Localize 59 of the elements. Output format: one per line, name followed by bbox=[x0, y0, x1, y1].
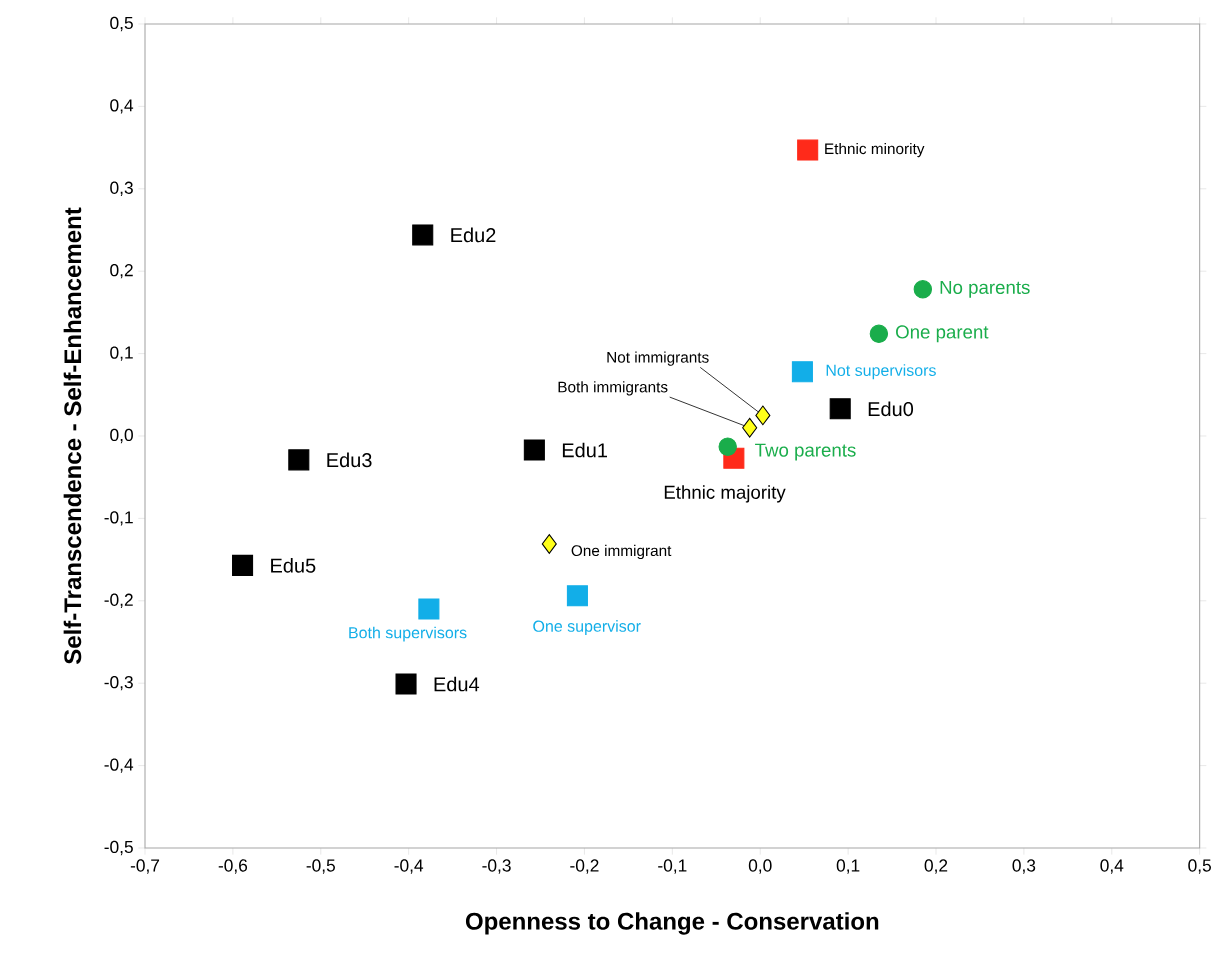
point bbox=[566, 585, 588, 607]
x-tick-label: 0,5 bbox=[1188, 859, 1211, 874]
annotation: Both immigrants bbox=[558, 381, 668, 396]
point bbox=[869, 324, 889, 344]
annotation: One parent bbox=[896, 325, 989, 343]
point bbox=[913, 280, 933, 299]
annotation: Edu4 bbox=[434, 676, 480, 692]
y-tick-label: -0,5 bbox=[104, 840, 133, 856]
annotation: Ethnic minority bbox=[825, 142, 925, 158]
annotation: Edu5 bbox=[271, 558, 316, 573]
y-tick-label: -0,3 bbox=[104, 676, 133, 691]
point bbox=[523, 439, 545, 461]
x-tick-label: 0,1 bbox=[836, 859, 860, 874]
annotation: Edu0 bbox=[868, 401, 914, 417]
x-tick-label: 0,0 bbox=[748, 859, 772, 874]
x-tick-label: -0,5 bbox=[306, 859, 335, 874]
x-tick-label: -0,7 bbox=[130, 859, 160, 874]
y-tick-label: 0,2 bbox=[110, 264, 133, 279]
point bbox=[541, 534, 557, 554]
y-tick-label: -0,4 bbox=[104, 758, 134, 773]
point bbox=[288, 449, 310, 471]
x-tick-label: -0,4 bbox=[394, 859, 424, 874]
x-tick-label: -0,1 bbox=[658, 859, 687, 874]
y-tick-label: 0,3 bbox=[110, 181, 133, 196]
x-tick-label: -0,2 bbox=[570, 859, 599, 874]
point bbox=[829, 398, 851, 420]
y-axis-title: Self-Transcendence - Self-Enhancement bbox=[63, 207, 82, 665]
y-tick-label: 0,4 bbox=[110, 99, 134, 114]
annotation: No parents bbox=[940, 280, 1030, 298]
y-tick-label: 0,0 bbox=[110, 428, 133, 444]
point bbox=[418, 598, 440, 620]
x-tick-label: 0,2 bbox=[924, 859, 948, 874]
annotation: Edu2 bbox=[451, 227, 496, 243]
point bbox=[395, 673, 417, 695]
x-axis-title: Openness to Change - Conservation bbox=[465, 912, 879, 935]
point bbox=[718, 437, 737, 456]
annotation: One immigrant bbox=[571, 544, 672, 560]
point bbox=[232, 554, 254, 576]
y-tick-label: -0,1 bbox=[104, 511, 133, 526]
annotation: One supervisor bbox=[533, 620, 641, 636]
annotation: Not supervisors bbox=[826, 364, 936, 380]
annotation: Both supervisors bbox=[349, 626, 467, 642]
point bbox=[742, 417, 758, 438]
x-tick-label: 0,4 bbox=[1100, 859, 1124, 874]
point bbox=[797, 139, 819, 161]
point bbox=[791, 361, 813, 383]
point bbox=[412, 224, 434, 246]
y-tick-label: -0,2 bbox=[104, 593, 133, 608]
annotation: Two parents bbox=[755, 443, 856, 461]
annotation: Ethnic majority bbox=[664, 485, 786, 503]
annotation: Not immigrants bbox=[607, 351, 709, 366]
x-tick-label: 0,3 bbox=[1012, 859, 1036, 874]
y-tick-label: 0,1 bbox=[110, 346, 133, 361]
annotation: Edu1 bbox=[562, 442, 608, 458]
x-tick-label: -0,6 bbox=[218, 859, 248, 874]
point bbox=[755, 405, 771, 426]
x-tick-label: -0,3 bbox=[482, 859, 511, 874]
annotation: Edu3 bbox=[327, 452, 372, 468]
y-tick-label: 0,5 bbox=[110, 16, 133, 32]
